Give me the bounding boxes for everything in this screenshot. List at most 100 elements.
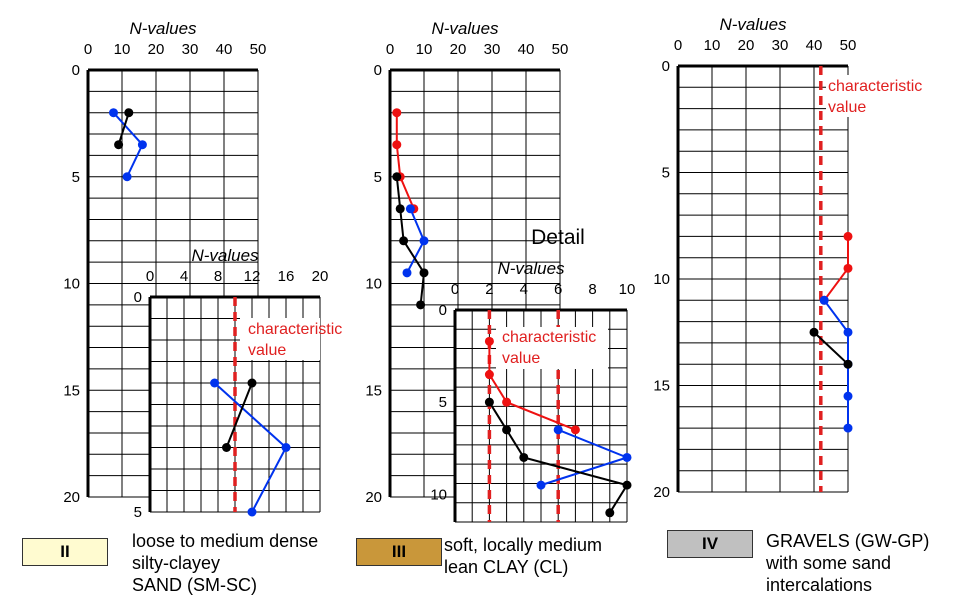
unit-III-inset-data-point: [502, 397, 512, 407]
unit-III-inset-y-tick-label: 10: [430, 486, 447, 503]
unit-III-inset-data-point: [536, 480, 546, 490]
unit-II-main-x-tick-label: 10: [114, 41, 131, 58]
unit-II-main-data-point: [122, 172, 132, 182]
legend-badge-IV: IV: [667, 530, 753, 558]
unit-IV-main-data-point: [843, 423, 853, 433]
unit-III-inset-series-line: [488, 341, 576, 431]
unit-III-annotation: characteristic: [502, 329, 596, 346]
unit-II-inset-x-tick-label: 16: [278, 268, 295, 285]
unit-III-inset-data-point: [484, 370, 494, 380]
unit-III-inset-x-tick-label: 0: [451, 281, 459, 298]
unit-III-main-data-point: [392, 108, 402, 118]
unit-II-main-data-point: [124, 108, 134, 118]
unit-III-main-x-tick-label: 20: [450, 41, 467, 58]
unit-III-main-data-point: [399, 236, 409, 246]
unit-III-inset-data-point: [570, 425, 580, 435]
legend-description-II: loose to medium dense silty-clayey SAND …: [132, 531, 319, 595]
unit-III-main-x-tick-label: 50: [552, 41, 569, 58]
unit-III-main-y-tick-label: 5: [374, 169, 382, 186]
unit-III-inset-x-tick-label: 8: [588, 281, 596, 298]
unit-IV-main-x-tick-label: 0: [674, 37, 682, 54]
unit-III-inset-y-tick-label: 0: [439, 302, 447, 319]
legend-code: IV: [701, 534, 719, 553]
unit-IV-main-data-point: [843, 327, 853, 337]
unit-IV-main-x-tick-label: 20: [738, 37, 755, 54]
unit-II-main-x-tick-label: 50: [250, 41, 267, 58]
unit-II-inset-x-tick-label: 12: [244, 268, 261, 285]
unit-III-main-x-tick-label: 30: [484, 41, 501, 58]
unit-III-main-x-tick-label: 0: [386, 41, 394, 58]
unit-II-inset-x-axis-title: N-values: [191, 246, 259, 265]
unit-III-main-data-point: [419, 268, 429, 278]
unit-III-inset-data-point: [519, 452, 529, 462]
unit-II-main-data-point: [114, 140, 124, 150]
unit-III-inset-y-tick-label: 5: [439, 394, 447, 411]
unit-II-main-series-line: [117, 112, 130, 146]
unit-IV-main-y-tick-label: 10: [653, 271, 670, 288]
unit-II-main-y-tick-label: 20: [63, 489, 80, 506]
unit-II-main-y-tick-label: 0: [72, 62, 80, 79]
unit-IV-annotation: characteristic: [828, 78, 922, 95]
unit-II-inset-y-tick-label: 0: [134, 289, 142, 306]
unit-IV-main-data-point: [843, 391, 853, 401]
unit-II-annotation-bg: [240, 318, 320, 360]
unit-III-inset-x-axis-title: N-values: [497, 259, 565, 278]
unit-III-main-data-point: [405, 204, 415, 214]
unit-II-inset-x-tick-label: 4: [180, 268, 188, 285]
unit-II-inset-x-tick-label: 0: [146, 268, 154, 285]
unit-III-main-y-tick-label: 0: [374, 62, 382, 79]
unit-II-main-x-tick-label: 40: [216, 41, 233, 58]
legend-badge-III: III: [356, 538, 442, 566]
unit-IV-main-y-tick-label: 15: [653, 378, 670, 395]
unit-III-annotation-bg: [496, 327, 608, 369]
unit-III-inset-data-point: [484, 397, 494, 407]
unit-III-main-data-point: [402, 268, 412, 278]
unit-IV-main-data-point: [843, 359, 853, 369]
unit-III-inset-title: Detail: [531, 226, 585, 249]
unit-III-inset-data-point: [605, 508, 615, 518]
legend-description-III: soft, locally medium lean CLAY (CL): [444, 535, 603, 577]
unit-IV-main-y-tick-label: 5: [662, 165, 670, 182]
unit-II-main-y-tick-label: 5: [72, 169, 80, 186]
unit-IV-main-x-tick-label: 50: [840, 37, 857, 54]
unit-II-inset-y-tick-label: 5: [134, 504, 142, 521]
unit-III-main-data-point: [419, 236, 429, 246]
unit-II-main-x-axis-title: N-values: [129, 19, 197, 38]
unit-II-main-data-point: [109, 108, 118, 118]
unit-III-main-data-point: [395, 204, 405, 214]
unit-II-inset-data-point: [281, 443, 291, 452]
unit-III-inset-x-tick-label: 10: [619, 281, 636, 298]
unit-IV-main-y-tick-label: 20: [653, 484, 670, 501]
unit-II-inset-series-line: [225, 382, 253, 448]
unit-II-inset-data-point: [222, 443, 231, 452]
unit-IV-main-data-point: [843, 263, 853, 273]
unit-IV-annotation-bg: [826, 75, 944, 117]
legend-code: II: [60, 542, 70, 561]
unit-II-inset-data-point: [247, 507, 257, 517]
unit-III-main-x-axis-title: N-values: [431, 19, 499, 38]
unit-III-inset-x-tick-label: 6: [554, 281, 562, 298]
legend-code: III: [391, 542, 407, 561]
unit-II-main-y-tick-label: 15: [63, 382, 80, 399]
unit-III-annotation: value: [502, 350, 540, 367]
unit-III-inset-data-point: [622, 452, 632, 462]
unit-II-inset-x-tick-label: 8: [214, 268, 222, 285]
unit-IV-main-data-point: [819, 295, 829, 305]
unit-IV-main-series-line: [813, 331, 849, 365]
unit-IV-main-data-point: [843, 231, 853, 241]
unit-III-inset-data-point: [622, 480, 632, 490]
unit-II-main-data-point: [137, 140, 147, 150]
unit-IV-main-x-axis-title: N-values: [719, 15, 787, 34]
unit-II-inset-data-point: [210, 378, 220, 388]
unit-II-main-x-tick-label: 0: [84, 41, 92, 58]
unit-II-annotation: characteristic: [248, 321, 342, 338]
unit-III-main-data-point: [416, 300, 426, 310]
unit-III-main-data-point: [392, 140, 402, 150]
unit-III-main-x-tick-label: 40: [518, 41, 535, 58]
unit-IV-main-x-tick-label: 10: [704, 37, 721, 54]
unit-III-inset-data-point: [484, 336, 494, 346]
unit-III-inset-x-tick-label: 2: [485, 281, 493, 298]
unit-III-main-y-tick-label: 10: [365, 276, 382, 293]
unit-IV-annotation: value: [828, 99, 866, 116]
